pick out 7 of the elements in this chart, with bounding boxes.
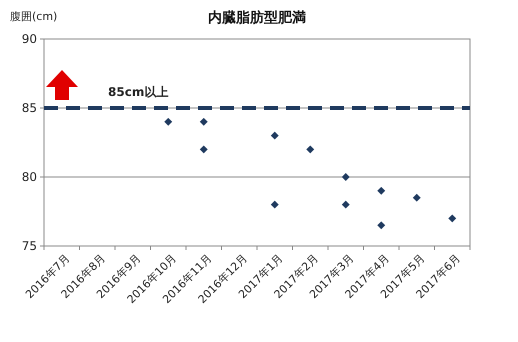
y-tick-label: 75 bbox=[22, 239, 37, 254]
ref-line-label: 85cm以上 bbox=[108, 85, 168, 99]
y-tick-label: 80 bbox=[22, 170, 37, 184]
y-tick-label: 90 bbox=[22, 32, 37, 46]
y-tick-label: 85 bbox=[22, 101, 37, 116]
chart-title: 内臓脂肪型肥満 bbox=[208, 9, 306, 26]
y-axis-title: 腹囲(cm) bbox=[10, 10, 58, 23]
